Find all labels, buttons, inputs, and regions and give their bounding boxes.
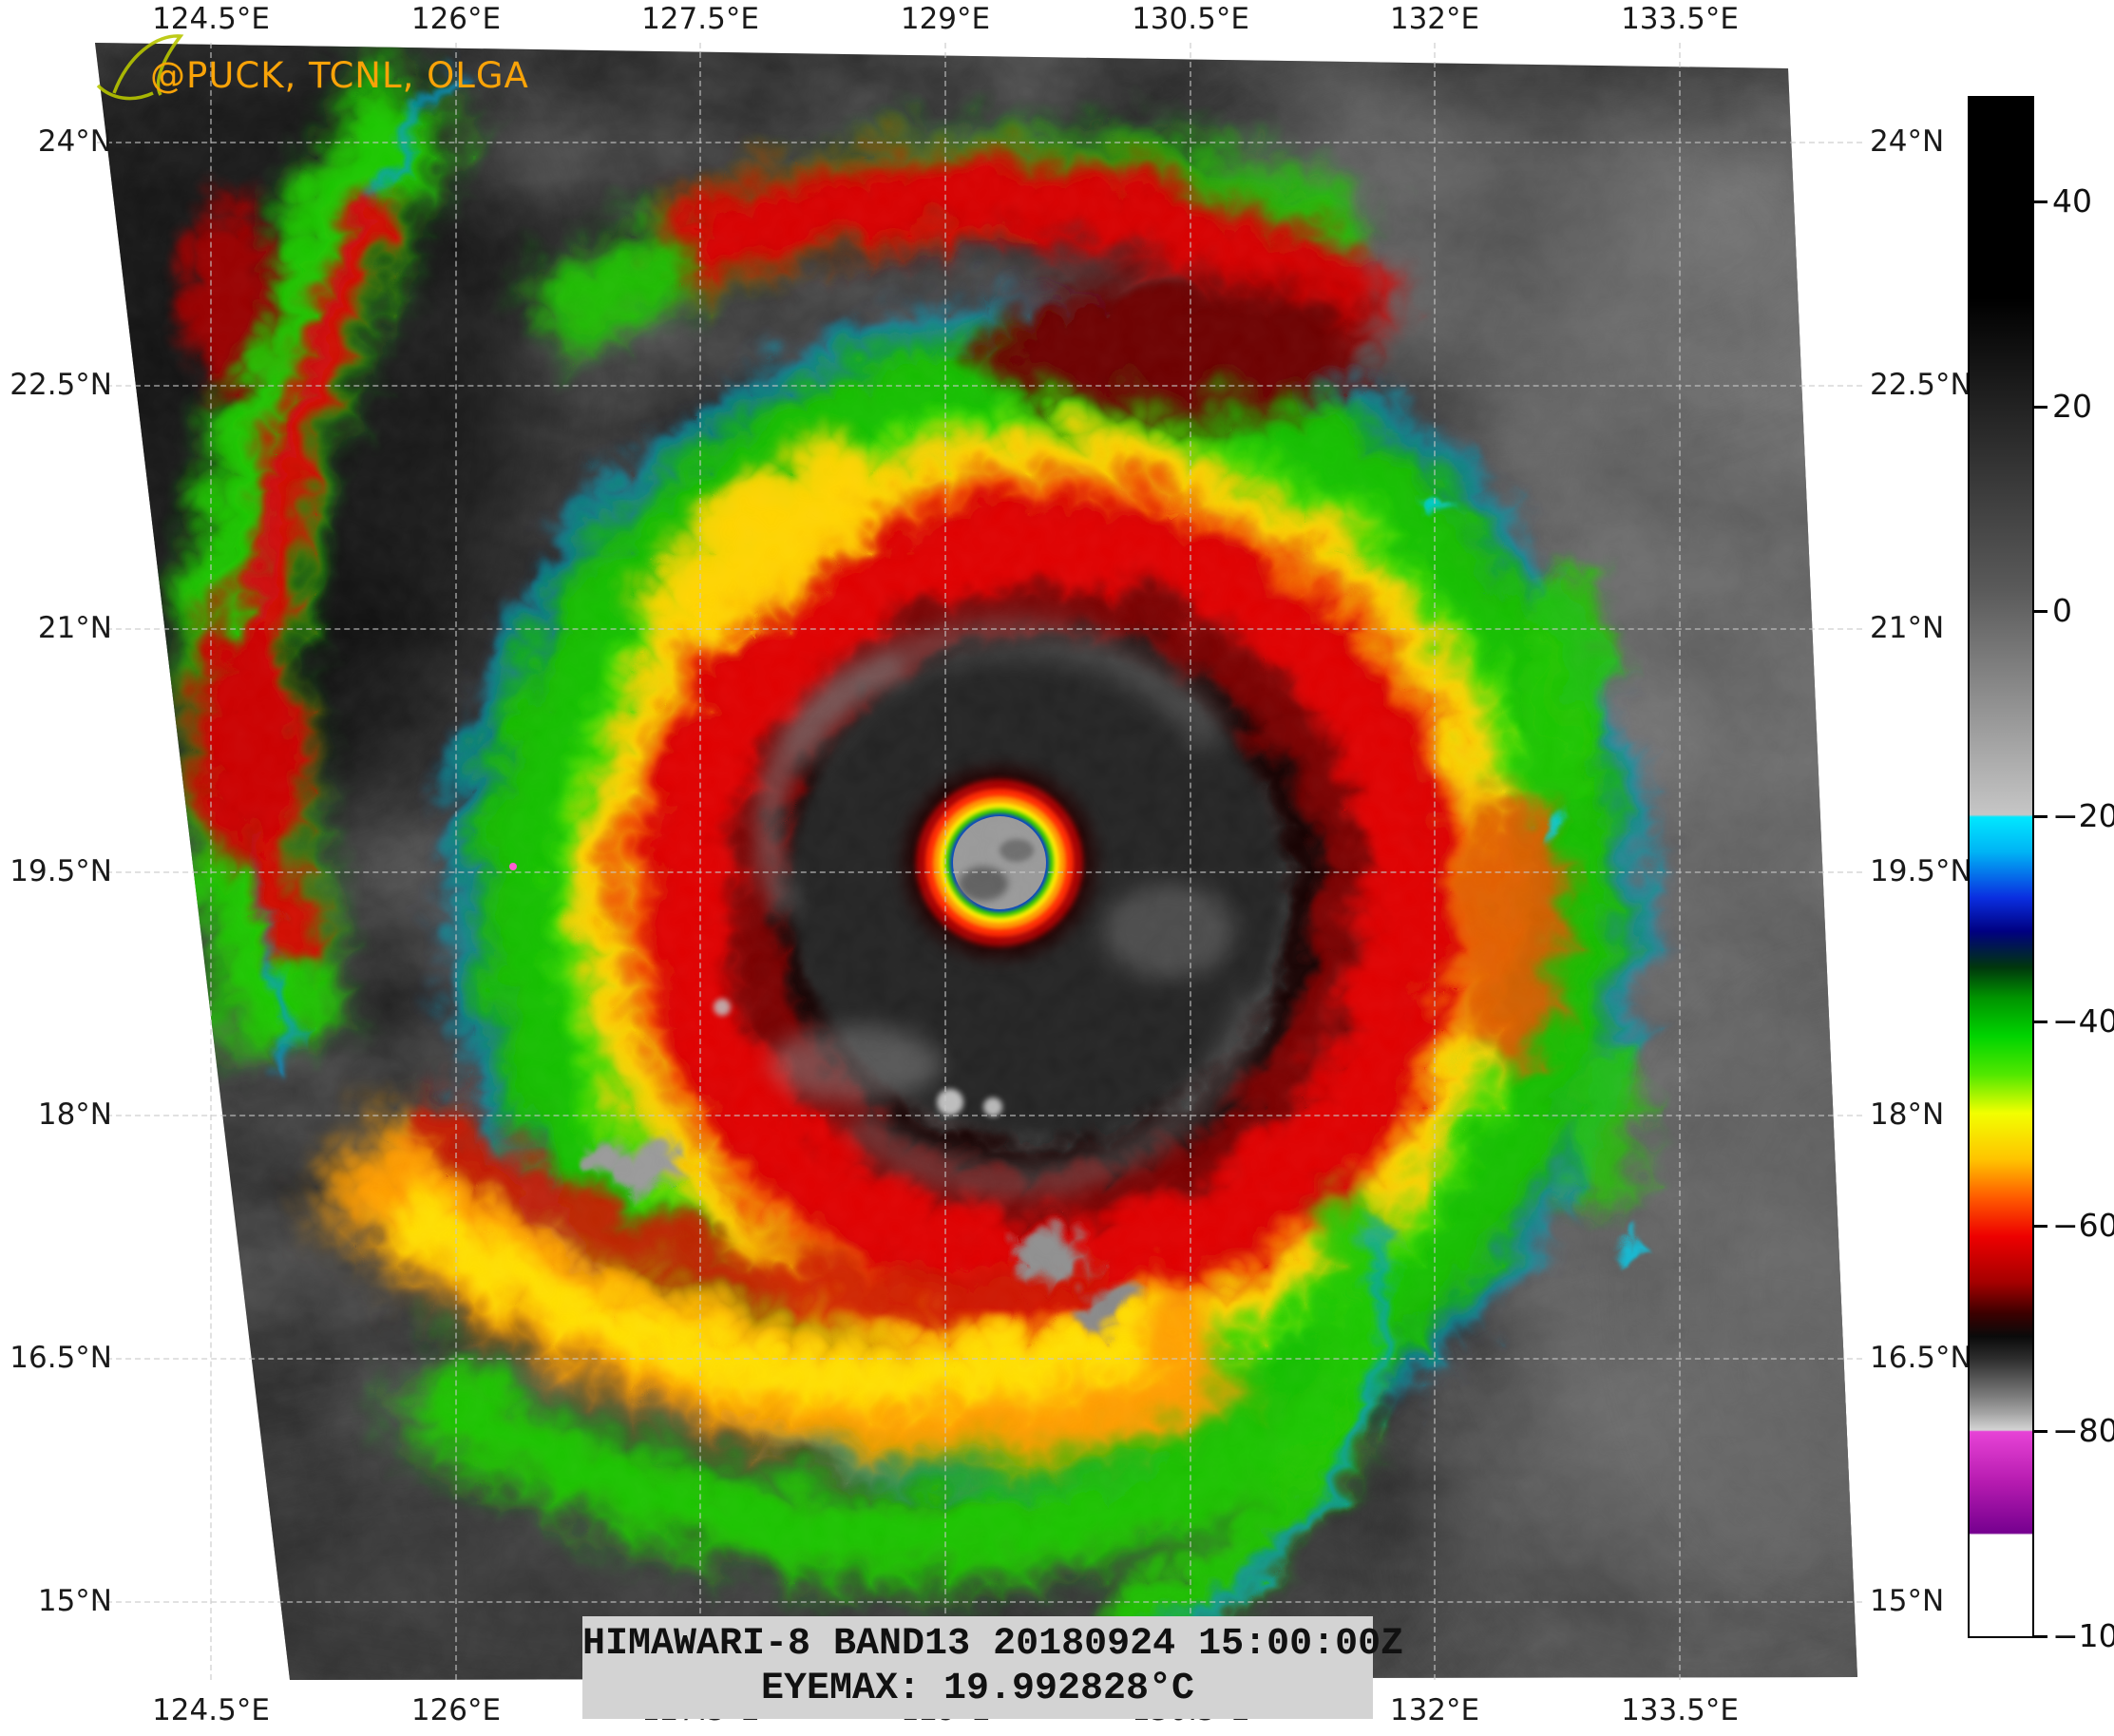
lat-label-right: 18°N (1870, 1097, 1945, 1132)
lon-label-top: 124.5°E (152, 2, 270, 36)
lon-label-top: 133.5°E (1621, 2, 1739, 36)
gridline-lon (1679, 43, 1681, 1680)
colorbar-tick-label: −40 (2052, 1002, 2114, 1040)
gridline-lat (97, 1601, 1862, 1603)
gridline-lon (699, 43, 701, 1680)
gridline-lat (97, 871, 1862, 873)
lat-label-left: 21°N (37, 611, 112, 645)
colorbar-tick (2034, 1225, 2047, 1228)
gridline-lon (210, 43, 212, 1680)
lon-label-top: 126°E (410, 2, 502, 36)
lon-label-top: 127.5°E (641, 2, 759, 36)
colorbar-tick (2034, 815, 2047, 818)
lon-label-bottom: 132°E (1389, 1693, 1480, 1727)
colorbar-tick (2034, 406, 2047, 409)
lon-label-bottom: 124.5°E (152, 1693, 270, 1727)
lat-label-right: 15°N (1870, 1584, 1945, 1618)
caption-line1: HIMAWARI-8 BAND13 20180924 15:00:00Z (582, 1623, 1404, 1666)
lat-label-left: 22.5°N (10, 368, 112, 402)
caption-box: HIMAWARI-8 BAND13 20180924 15:00:00Z EYE… (582, 1616, 1404, 1719)
lat-label-right: 16.5°N (1870, 1341, 1972, 1375)
lat-label-left: 18°N (37, 1097, 112, 1132)
caption-line2: EYEMAX: 19.992828°C (760, 1668, 1195, 1710)
gridline-lat (97, 142, 1862, 143)
gridline-lon (1434, 43, 1436, 1680)
gridline-lon (1190, 43, 1191, 1680)
lon-label-top: 132°E (1389, 2, 1480, 36)
lat-label-right: 24°N (1870, 124, 1945, 159)
lat-label-right: 19.5°N (1870, 854, 1972, 888)
gridline-lon (455, 43, 457, 1680)
colorbar (1968, 96, 2034, 1638)
colorbar-tick-label: 20 (2052, 388, 2092, 425)
lon-label-top: 129°E (900, 2, 991, 36)
colorbar-tick-label: 0 (2052, 592, 2072, 629)
colorbar-tick (2034, 610, 2047, 613)
lat-label-left: 24°N (37, 124, 112, 159)
lat-label-right: 21°N (1870, 611, 1945, 645)
watermark-squiggle (96, 34, 184, 101)
colorbar-tick (2034, 1430, 2047, 1433)
watermark-text: @PUCK, TCNL, OLGA (150, 55, 529, 96)
gridline-lon (944, 43, 946, 1680)
colorbar-tick-label: −20 (2052, 797, 2114, 834)
colorbar-tick-label: −100 (2052, 1617, 2114, 1654)
gridline-lat (97, 628, 1862, 630)
colorbar-tick-label: 40 (2052, 182, 2092, 219)
lat-label-left: 19.5°N (10, 854, 112, 888)
lat-label-right: 22.5°N (1870, 368, 1972, 402)
lon-label-bottom: 126°E (410, 1693, 502, 1727)
lat-label-left: 16.5°N (10, 1341, 112, 1375)
gridline-lat (97, 1358, 1862, 1360)
lat-label-left: 15°N (37, 1584, 112, 1618)
lon-label-bottom: 133.5°E (1621, 1693, 1739, 1727)
colorbar-tick-label: −80 (2052, 1412, 2114, 1449)
colorbar-tick (2034, 1021, 2047, 1023)
gridline-lat (97, 1115, 1862, 1116)
gridline-lat (97, 385, 1862, 387)
colorbar-tick (2034, 1635, 2047, 1638)
colorbar-tick (2034, 200, 2047, 203)
colorbar-tick-label: −60 (2052, 1207, 2114, 1244)
lon-label-top: 130.5°E (1132, 2, 1249, 36)
